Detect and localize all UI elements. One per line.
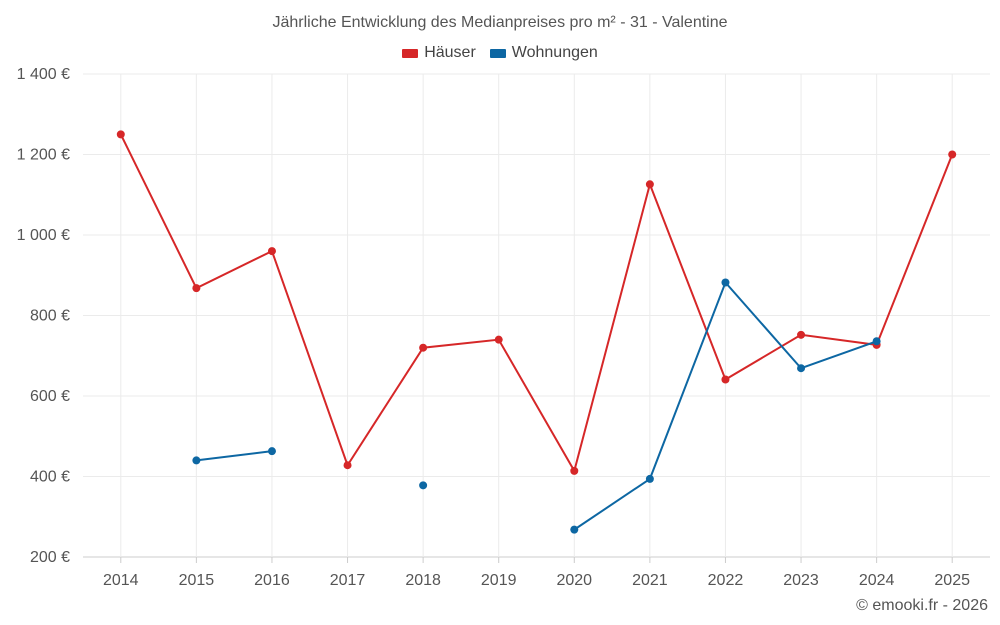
legend-label-wohnungen: Wohnungen — [511, 44, 598, 61]
credit-text: © emooki.fr - 2026 — [856, 597, 988, 614]
data-point-wohnungen — [570, 525, 579, 534]
data-point-haeuser — [721, 375, 730, 384]
x-tick-label: 2014 — [103, 572, 139, 589]
x-tick-label: 2017 — [330, 572, 366, 589]
data-point-haeuser — [645, 180, 654, 189]
x-tick-label: 2022 — [708, 572, 744, 589]
x-tick-label: 2015 — [179, 572, 215, 589]
y-tick-label: 800 € — [30, 308, 70, 325]
x-tick-label: 2018 — [405, 572, 441, 589]
x-tick-label: 2023 — [783, 572, 819, 589]
legend-swatch-wohnungen — [489, 48, 506, 58]
x-tick-label: 2019 — [481, 572, 517, 589]
data-point-haeuser — [570, 466, 579, 475]
legend-label-haeuser: Häuser — [424, 44, 476, 61]
legend-swatch-haeuser — [402, 48, 419, 58]
y-tick-label: 400 € — [30, 469, 70, 486]
x-tick-label: 2020 — [556, 572, 592, 589]
y-tick-label: 1 400 € — [17, 66, 70, 83]
data-point-wohnungen — [872, 337, 881, 346]
data-point-wohnungen — [645, 474, 654, 483]
series-line-wohnungen — [196, 450, 273, 462]
data-point-wohnungen — [267, 447, 276, 456]
legend: Häuser Wohnungen — [0, 44, 1000, 62]
data-point-wohnungen — [721, 278, 730, 287]
series-line-haeuser — [119, 133, 954, 474]
y-tick-label: 600 € — [30, 388, 70, 405]
y-tick-label: 1 000 € — [17, 227, 70, 244]
x-tick-label: 2016 — [254, 572, 290, 589]
y-tick-label: 1 200 € — [17, 147, 70, 164]
x-tick-label: 2024 — [859, 572, 895, 589]
legend-item-wohnungen[interactable]: Wohnungen — [489, 44, 598, 62]
data-point-wohnungen — [419, 481, 428, 490]
data-point-haeuser — [419, 343, 428, 352]
data-point-haeuser — [192, 284, 201, 293]
data-point-haeuser — [948, 150, 957, 159]
data-point-haeuser — [797, 330, 806, 339]
data-point-haeuser — [494, 335, 503, 344]
data-point-wohnungen — [797, 364, 806, 373]
legend-item-haeuser[interactable]: Häuser — [402, 44, 476, 62]
data-point-haeuser — [343, 461, 352, 470]
y-tick-label: 200 € — [30, 549, 70, 566]
chart-title: Jährliche Entwicklung des Medianpreises … — [272, 14, 728, 31]
x-tick-label: 2021 — [632, 572, 668, 589]
data-point-haeuser — [116, 130, 125, 139]
x-tick-label: 2025 — [934, 572, 970, 589]
data-point-wohnungen — [192, 456, 201, 465]
data-point-haeuser — [267, 247, 276, 256]
